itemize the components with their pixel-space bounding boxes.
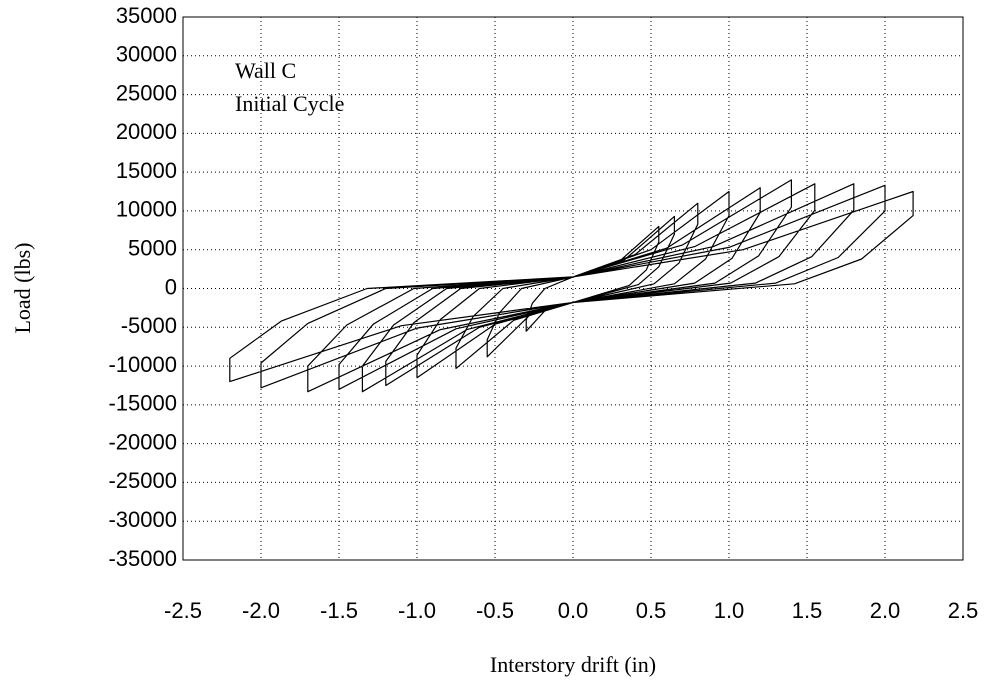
x-tick-label: -2.5 <box>164 598 202 623</box>
x-tick-label: 1.5 <box>792 598 823 623</box>
x-tick-label: -1.5 <box>320 598 358 623</box>
y-tick-label: -15000 <box>108 391 177 416</box>
x-tick-label: 1.0 <box>714 598 745 623</box>
y-tick-label: 20000 <box>116 119 177 144</box>
y-tick-label: -5000 <box>121 313 177 338</box>
y-tick-label: 30000 <box>116 42 177 67</box>
x-tick-label: -2.0 <box>242 598 280 623</box>
x-tick-label: 0.5 <box>636 598 667 623</box>
y-tick-label: -25000 <box>108 468 177 493</box>
y-tick-label: 25000 <box>116 80 177 105</box>
y-tick-label: 5000 <box>128 236 177 261</box>
data-line <box>229 179 914 393</box>
y-tick-label: 0 <box>165 274 177 299</box>
y-tick-label: -10000 <box>108 352 177 377</box>
plot-frame <box>182 16 964 561</box>
y-axis-title: Load (lbs) <box>10 242 35 333</box>
x-axis-title: Interstory drift (in) <box>490 652 656 677</box>
y-tick-label: -30000 <box>108 507 177 532</box>
y-tick-label: -20000 <box>108 429 177 454</box>
x-tick-label: -1.0 <box>398 598 436 623</box>
annotation: Wall C <box>235 58 296 83</box>
y-tick-label: 15000 <box>116 158 177 183</box>
y-tick-label: 35000 <box>116 3 177 28</box>
x-tick-label: -0.5 <box>476 598 514 623</box>
x-tick-label: 2.5 <box>948 598 979 623</box>
annotation: Initial Cycle <box>235 91 344 116</box>
x-tick-label: 0.0 <box>558 598 589 623</box>
y-tick-label: -35000 <box>108 546 177 571</box>
x-tick-label: 2.0 <box>870 598 901 623</box>
y-tick-label: 10000 <box>116 197 177 222</box>
